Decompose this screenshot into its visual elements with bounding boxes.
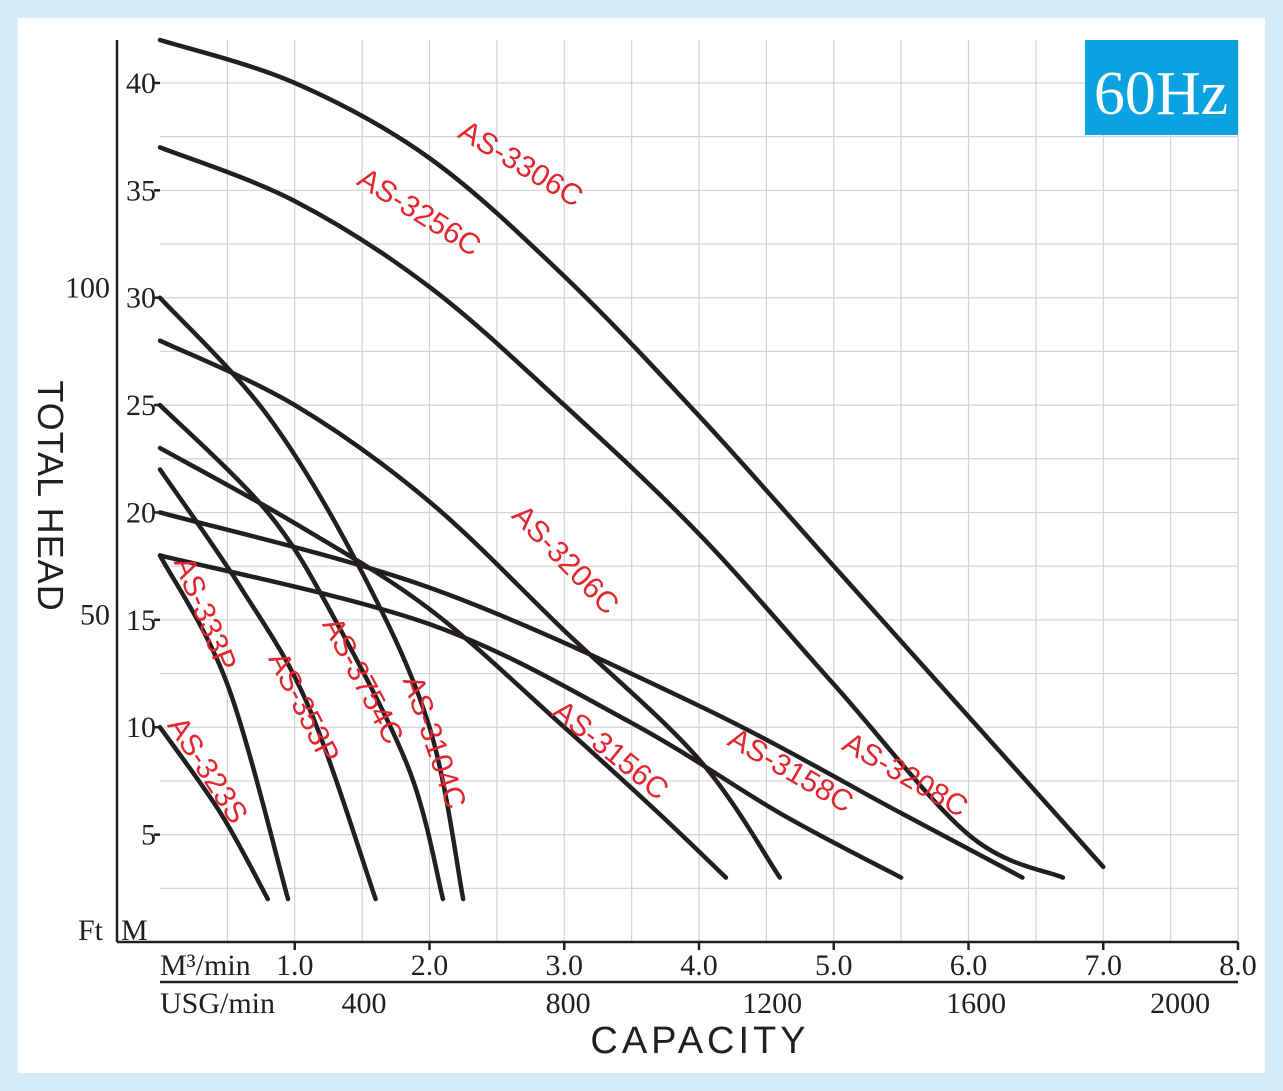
x-axis-title: CAPACITY	[590, 1020, 809, 1062]
curve-as-3306c	[157, 37, 1106, 870]
y-tick-label-m: 25	[126, 389, 156, 422]
y-unit-ft: Ft	[78, 914, 104, 947]
curve-as-3208c	[157, 510, 1025, 880]
x-tick-label-m3: 7.0	[1085, 949, 1123, 982]
y-tick-label-m: 35	[126, 174, 156, 207]
frequency-badge-text: 60Hz	[1094, 60, 1228, 128]
x-tick-label-usg: 1600	[946, 987, 1006, 1020]
curve-as-3104c	[157, 295, 466, 902]
curve-as-3156c	[157, 445, 729, 880]
x-tick-label-m3: 1.0	[276, 949, 314, 982]
curve-as-3158c	[157, 553, 904, 880]
y-tick-label-m: 40	[126, 67, 156, 100]
curve-as-3754c	[157, 402, 446, 902]
y-tick-label-m: 15	[126, 604, 156, 637]
y-tick-label-m: 20	[126, 496, 156, 529]
x-tick-label-m3: 5.0	[815, 949, 853, 982]
x-tick-label-m3: 6.0	[950, 949, 988, 982]
curve-as-353p	[157, 467, 378, 902]
x-tick-label-usg: 400	[342, 987, 387, 1020]
y-tick-label-ft: 100	[65, 271, 110, 304]
curve-as-323s	[157, 724, 271, 902]
x-unit-m3: M³/min	[160, 949, 251, 982]
y-tick-label-m: 10	[126, 711, 156, 744]
x-tick-label-m3: 3.0	[546, 949, 584, 982]
y-tick-label-m: 30	[126, 282, 156, 315]
curve-as-333p	[157, 553, 291, 902]
y-tick-label-ft: 50	[80, 599, 110, 632]
x-tick-label-usg: 2000	[1150, 987, 1210, 1020]
x-tick-label-m3: 8.0	[1219, 949, 1257, 982]
curves	[157, 37, 1106, 902]
x-tick-label-m3: 2.0	[411, 949, 449, 982]
x-tick-label-usg: 800	[546, 987, 591, 1020]
y-axis-title: TOTAL HEAD	[30, 380, 71, 611]
x-unit-usg: USG/min	[160, 987, 275, 1020]
y-unit-m: M	[121, 914, 148, 947]
grid	[160, 40, 1239, 942]
axes: 5 10 15 20 25 30 35 40 50 100 1.0 2.0 3.0 4.0 5.0 6.0 7.…	[65, 40, 1257, 1020]
y-tick-label-m: 5	[141, 819, 156, 852]
chart-panel	[18, 18, 1265, 1073]
curve-as-3256c	[157, 145, 1066, 880]
x-tick-label-m3: 4.0	[680, 949, 718, 982]
frequency-badge	[1085, 40, 1238, 135]
x-tick-label-usg: 1200	[742, 987, 802, 1020]
